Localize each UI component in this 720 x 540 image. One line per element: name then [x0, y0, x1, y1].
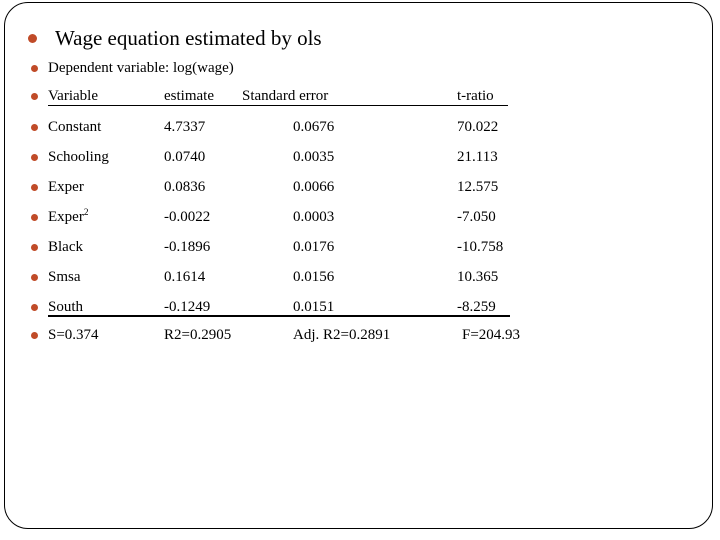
- bullet-icon: [31, 154, 38, 161]
- cell-estimate: 0.1614: [164, 269, 206, 285]
- bullet-icon: [31, 304, 38, 311]
- bullet-icon: [31, 214, 38, 221]
- cell-variable: Constant: [48, 119, 102, 135]
- cell-std-error: 0.0151: [293, 299, 335, 315]
- table-row: Exper 0.0836 0.0066 12.575: [0, 177, 720, 201]
- cell-variable: Exper: [48, 179, 84, 195]
- header-std-error: Standard error: [242, 88, 329, 104]
- cell-variable: Black: [48, 239, 83, 255]
- slide-title: Wage equation estimated by ols: [55, 26, 322, 50]
- cell-variable: South: [48, 299, 84, 315]
- title-row: Wage equation estimated by ols: [0, 24, 720, 54]
- stat-f: F=204.93: [462, 327, 521, 343]
- cell-estimate: -0.1896: [164, 239, 211, 255]
- table-row: Constant 4.7337 0.0676 70.022: [0, 117, 720, 141]
- cell-estimate: -0.1249: [164, 299, 211, 315]
- cell-estimate: 0.0836: [164, 179, 206, 195]
- bullet-icon: [31, 184, 38, 191]
- bullet-icon: [31, 65, 38, 72]
- header-variable: Variable: [48, 88, 98, 104]
- cell-t-ratio: -8.259: [457, 299, 496, 315]
- bullet-icon: [31, 244, 38, 251]
- cell-variable: Smsa: [48, 269, 81, 285]
- bullet-icon: [31, 93, 38, 100]
- cell-std-error: 0.0676: [293, 119, 335, 135]
- cell-variable: Schooling: [48, 149, 109, 165]
- table-row: Exper2 -0.0022 0.0003 -7.050: [0, 207, 720, 231]
- cell-std-error: 0.0156: [293, 269, 335, 285]
- table-row: South -0.1249 0.0151 -8.259: [0, 297, 720, 321]
- stat-r2: R2=0.2905: [164, 327, 232, 343]
- stat-s: S=0.374: [48, 327, 99, 343]
- subtitle-row: Dependent variable: log(wage): [0, 58, 720, 82]
- header-estimate: estimate: [164, 88, 214, 104]
- dependent-variable-label: Dependent variable: log(wage): [48, 60, 234, 76]
- header-t-ratio: t-ratio: [457, 88, 494, 104]
- bullet-icon: [31, 332, 38, 339]
- bullet-icon: [31, 124, 38, 131]
- stat-adj-r2: Adj. R2=0.2891: [293, 327, 391, 343]
- table-row: Schooling 0.0740 0.0035 21.113: [0, 147, 720, 171]
- cell-estimate: 0.0740: [164, 149, 206, 165]
- table-header-row: Variable estimate Standard error t-ratio: [0, 86, 720, 110]
- cell-t-ratio: 10.365: [457, 269, 499, 285]
- cell-std-error: 0.0176: [293, 239, 335, 255]
- table-bottom-underline: [48, 315, 510, 317]
- header-underline: [48, 105, 508, 106]
- cell-t-ratio: -7.050: [457, 209, 496, 225]
- stats-row: S=0.374 R2=0.2905 Adj. R2=0.2891 F=204.9…: [0, 325, 720, 349]
- cell-estimate: 4.7337: [164, 119, 206, 135]
- cell-std-error: 0.0003: [293, 209, 335, 225]
- cell-std-error: 0.0035: [293, 149, 335, 165]
- table-row: Smsa 0.1614 0.0156 10.365: [0, 267, 720, 291]
- cell-estimate: -0.0022: [164, 209, 211, 225]
- cell-variable: Exper2: [48, 208, 89, 225]
- cell-std-error: 0.0066: [293, 179, 335, 195]
- bullet-icon: [31, 274, 38, 281]
- cell-t-ratio: 70.022: [457, 119, 499, 135]
- cell-t-ratio: -10.758: [457, 239, 504, 255]
- cell-t-ratio: 21.113: [457, 149, 498, 165]
- table-row: Black -0.1896 0.0176 -10.758: [0, 237, 720, 261]
- bullet-icon: [28, 34, 37, 43]
- cell-t-ratio: 12.575: [457, 179, 499, 195]
